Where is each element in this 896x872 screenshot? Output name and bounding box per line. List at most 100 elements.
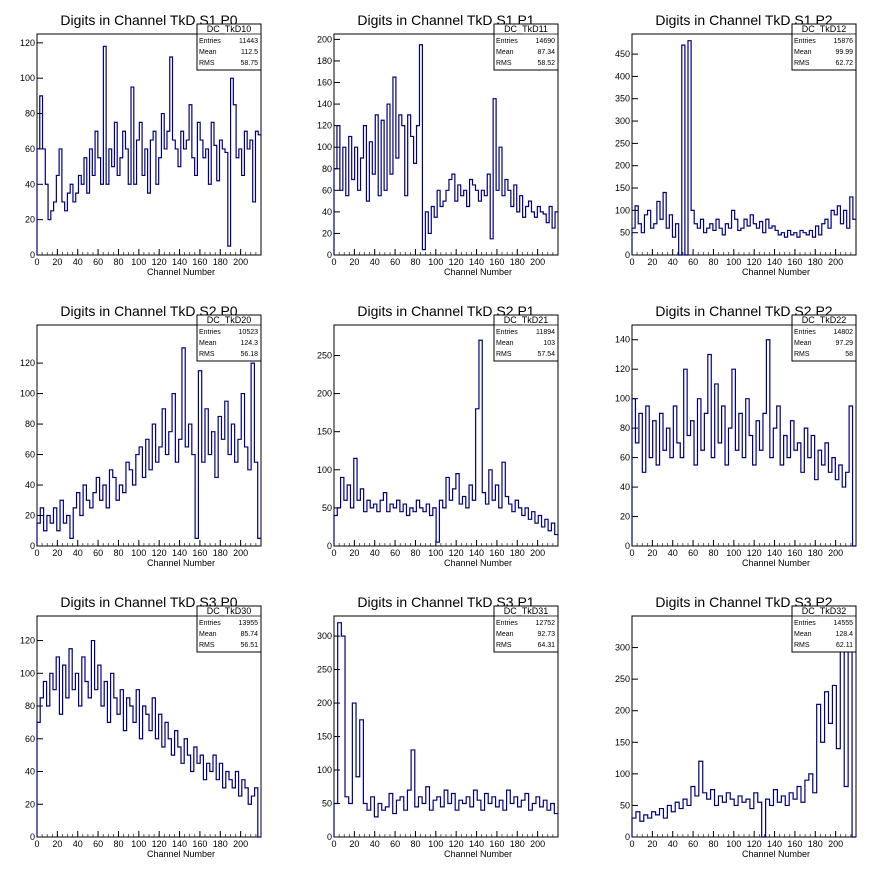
- y-tick-label: 50: [620, 228, 630, 238]
- stat-entries-value: 14802: [834, 329, 854, 336]
- x-tick-label: 180: [808, 839, 823, 849]
- y-tick-label: 50: [322, 503, 332, 513]
- stats-box: [493, 605, 559, 653]
- y-tick-label: 100: [20, 73, 35, 83]
- y-tick-label: 300: [317, 631, 332, 641]
- x-tick-label: 160: [787, 839, 802, 849]
- stat-rms-value: 62.11: [836, 642, 853, 649]
- x-tick-label: 160: [192, 548, 207, 558]
- x-axis-label: Channel Number: [742, 849, 810, 859]
- x-tick-label: 20: [349, 257, 359, 267]
- y-tick-label: 180: [317, 56, 332, 66]
- stat-entries-value: 12752: [536, 620, 556, 627]
- histogram-panel: Digits in Channel TkD S1 P2 0 20 40 60 80 100 1…: [615, 12, 857, 277]
- stats-box: [196, 605, 262, 653]
- x-tick-label: 180: [808, 548, 823, 558]
- y-tick-label: 60: [620, 453, 630, 463]
- x-tick-label: 80: [708, 257, 718, 267]
- stat-entries-label: Entries: [794, 329, 816, 336]
- y-tick-label: 100: [317, 465, 332, 475]
- stat-mean-value: 128.4: [835, 631, 853, 638]
- chart-title: Digits in Channel TkD S1 P0: [60, 12, 237, 28]
- y-tick-label: 20: [322, 228, 332, 238]
- x-tick-label: 140: [172, 257, 187, 267]
- x-tick-label: 0: [331, 548, 336, 558]
- stat-mean-value: 112.5: [241, 49, 258, 56]
- stat-mean-label: Mean: [496, 49, 514, 56]
- y-tick-label: 150: [317, 732, 332, 742]
- x-tick-label: 0: [34, 257, 39, 267]
- x-tick-label: 60: [688, 839, 698, 849]
- y-tick-label: 350: [615, 94, 630, 104]
- stat-mean-label: Mean: [496, 340, 514, 347]
- y-tick-label: 450: [615, 49, 630, 59]
- histogram-series: [333, 622, 558, 837]
- y-tick-label: 40: [25, 179, 35, 189]
- x-tick-label: 200: [530, 257, 545, 267]
- y-tick-label: 80: [25, 109, 35, 119]
- stats-box: [493, 23, 559, 71]
- y-tick-label: 0: [625, 541, 630, 551]
- x-tick-label: 140: [767, 548, 782, 558]
- x-tick-label: 120: [747, 257, 762, 267]
- x-tick-label: 120: [747, 839, 762, 849]
- x-tick-label: 120: [747, 548, 762, 558]
- stat-mean-value: 85.74: [240, 631, 258, 638]
- histogram-series: [36, 639, 261, 838]
- x-tick-label: 140: [469, 548, 484, 558]
- y-tick-label: 140: [317, 99, 332, 109]
- stat-rms-label: RMS: [496, 60, 512, 67]
- stat-mean-label: Mean: [199, 340, 217, 347]
- y-tick-label: 80: [25, 701, 35, 711]
- y-tick-label: 200: [317, 34, 332, 44]
- x-tick-label: 200: [828, 257, 843, 267]
- x-tick-label: 100: [131, 839, 146, 849]
- stats-name: DC_TkD11: [504, 24, 548, 34]
- x-tick-label: 20: [52, 257, 62, 267]
- x-tick-label: 200: [233, 548, 248, 558]
- y-tick-label: 120: [20, 358, 35, 368]
- x-tick-label: 160: [192, 839, 207, 849]
- stat-entries-label: Entries: [199, 329, 221, 336]
- y-tick-label: 20: [25, 799, 35, 809]
- stat-entries-label: Entries: [496, 620, 518, 627]
- x-tick-label: 40: [668, 257, 678, 267]
- x-tick-label: 180: [213, 257, 228, 267]
- stats-box: [791, 605, 857, 653]
- stat-rms-label: RMS: [496, 642, 512, 649]
- x-tick-label: 100: [428, 548, 443, 558]
- x-tick-label: 60: [390, 257, 400, 267]
- stat-entries-value: 15876: [834, 38, 854, 45]
- stat-mean-value: 99.99: [835, 49, 853, 56]
- x-tick-label: 60: [93, 257, 103, 267]
- y-tick-label: 80: [620, 423, 630, 433]
- x-tick-label: 40: [73, 548, 83, 558]
- stat-rms-value: 64.31: [537, 642, 555, 649]
- stat-rms-label: RMS: [794, 60, 810, 67]
- histogram-series: [36, 45, 261, 255]
- x-tick-label: 40: [370, 548, 380, 558]
- stat-mean-value: 124.3: [240, 340, 258, 347]
- chart-title: Digits in Channel TkD S3 P1: [357, 594, 534, 610]
- y-tick-label: 0: [327, 832, 332, 842]
- stat-entries-label: Entries: [496, 329, 518, 336]
- x-tick-label: 200: [828, 548, 843, 558]
- y-tick-label: 80: [322, 164, 332, 174]
- x-tick-label: 160: [787, 548, 802, 558]
- y-tick-label: 20: [25, 215, 35, 225]
- x-tick-label: 80: [113, 839, 123, 849]
- y-tick-label: 100: [615, 205, 630, 215]
- y-tick-label: 160: [317, 78, 332, 88]
- x-tick-label: 100: [428, 839, 443, 849]
- x-tick-label: 40: [668, 548, 678, 558]
- stats-box: [196, 23, 262, 71]
- stat-entries-value: 14555: [834, 620, 854, 627]
- chart-title: Digits in Channel TkD S1 P2: [655, 12, 832, 28]
- x-axis-label: Channel Number: [742, 558, 810, 568]
- y-tick-label: 200: [317, 389, 332, 399]
- x-tick-label: 120: [449, 839, 464, 849]
- x-tick-label: 20: [647, 839, 657, 849]
- chart-title: Digits in Channel TkD S1 P1: [357, 12, 534, 28]
- x-tick-label: 20: [647, 257, 657, 267]
- y-tick-label: 250: [317, 350, 332, 360]
